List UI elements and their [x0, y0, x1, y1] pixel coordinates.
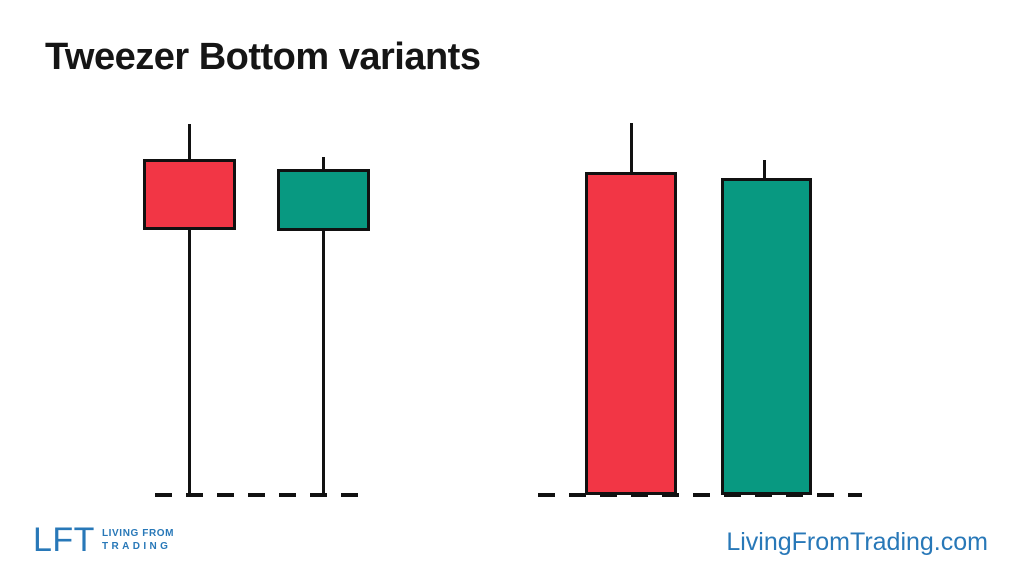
left-bullish-candle	[277, 169, 370, 231]
left-bearish-candle-lower-wick	[188, 230, 191, 497]
right-bullish-candle-upper-wick	[763, 160, 766, 178]
logo-line2: TRADING	[101, 541, 172, 552]
page-title: Tweezer Bottom variants	[45, 36, 481, 78]
left-support-line	[155, 493, 368, 497]
website-text: LivingFromTrading.com	[726, 528, 988, 556]
left-bullish-candle-upper-wick	[322, 157, 325, 169]
right-bearish-candle	[585, 172, 677, 495]
logo-line1: LIVING FROM	[101, 528, 175, 539]
left-bullish-candle-lower-wick	[322, 231, 325, 497]
logo-text: LIVING FROM TRADING	[102, 527, 174, 553]
left-bearish-candle-upper-wick	[188, 124, 191, 159]
brand-logo: LFT LIVING FROM TRADING	[33, 523, 174, 557]
left-bearish-candle	[143, 159, 236, 230]
logo-abbr: LFT	[33, 521, 95, 559]
right-bearish-candle-upper-wick	[630, 123, 633, 172]
right-support-line	[538, 493, 862, 497]
right-bullish-candle	[721, 178, 812, 495]
